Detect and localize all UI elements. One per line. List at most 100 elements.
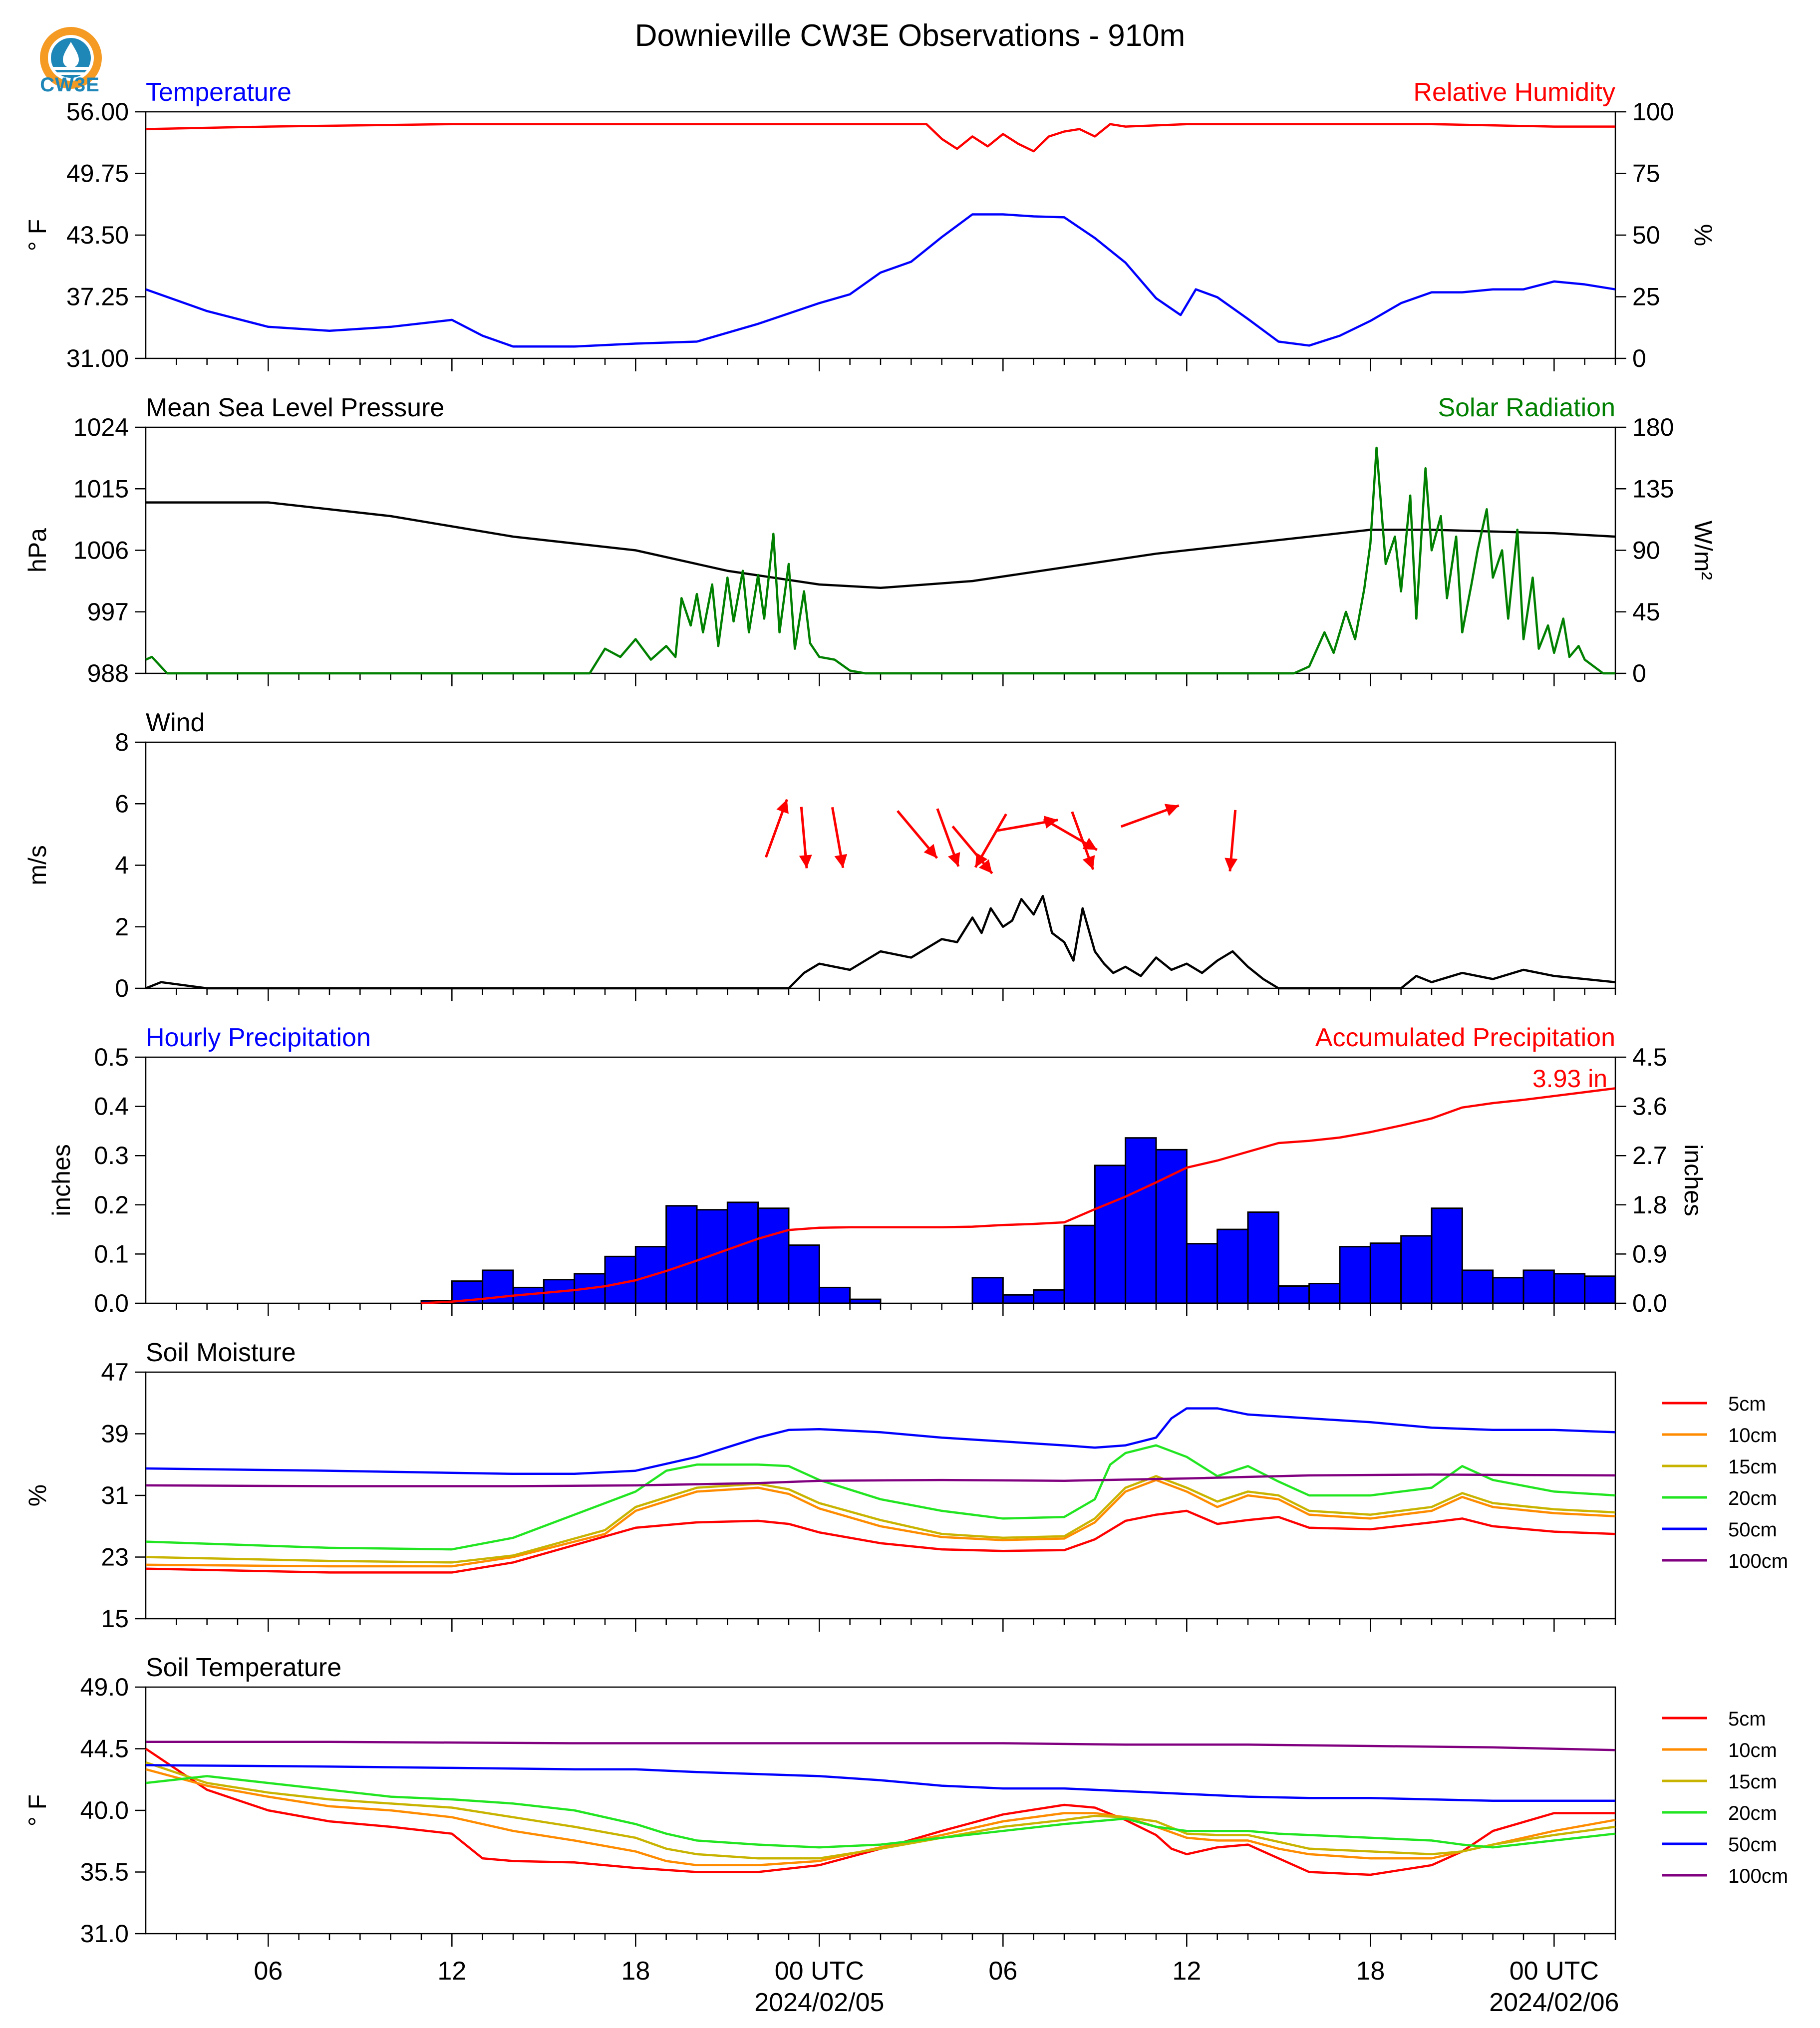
panel-5-legend-label: 100cm [1728, 1550, 1788, 1572]
panel-3-series-wind [145, 894, 1616, 990]
panel-5-series-20cm [145, 1444, 1616, 1551]
panel-4-bar [1308, 1283, 1341, 1304]
panel-4-bar [757, 1207, 790, 1304]
panel-4-y-tick-label-left: 0.3 [94, 1142, 129, 1169]
panel-4-y-tick-label-right: 0.0 [1632, 1289, 1667, 1317]
panel-4-bar [1033, 1289, 1065, 1304]
panel-2-ylabel-right: W/m² [1689, 521, 1717, 580]
panel-4-bar [1216, 1228, 1249, 1304]
panel-4-bar [1492, 1277, 1524, 1304]
panel-4-bar [1369, 1242, 1402, 1304]
panel-5-y-tick-label-left: 39 [101, 1420, 129, 1448]
panel-5-y-tick-label-left: 15 [101, 1605, 129, 1633]
x-tick-label: 12 [1172, 1957, 1201, 1986]
panel-4-bar [788, 1244, 820, 1304]
panel-1-ylabel-left: ° F [23, 219, 51, 251]
panel-2-y-tick-label-right: 90 [1632, 537, 1660, 565]
cw3e-logo-icon [40, 27, 102, 89]
panel-4-bar [604, 1255, 636, 1304]
panel-4-title-left: Hourly Precipitation [146, 1023, 371, 1052]
panel-6-series-20cm [145, 1775, 1616, 1849]
panel-1-y-tick-label-right: 50 [1632, 221, 1660, 249]
panel-4-bar [696, 1209, 728, 1304]
x-date-label: 2024/02/06 [1489, 1988, 1619, 2017]
panel-5-y-tick-label-left: 47 [101, 1358, 129, 1386]
figure-title: Downieville CW3E Observations - 910m [634, 18, 1186, 53]
panel-2-y-tick-label-left: 988 [87, 659, 129, 687]
panel-5-ylabel-left: % [23, 1484, 51, 1506]
panel-6-frame [145, 1686, 1616, 1935]
panel-3-wind-arrowhead [978, 859, 992, 873]
panel-4-y-tick-label-left: 0.1 [94, 1240, 129, 1268]
panel-2-y-tick-label-left: 1006 [73, 537, 129, 565]
panel-5-y-tick-label-left: 23 [101, 1543, 129, 1571]
panel-3-wind-arrowhead [799, 855, 812, 869]
panel-1-y-tick-label-left: 37.25 [66, 283, 129, 311]
panel-1-y-tick-label-left: 56.00 [66, 98, 129, 126]
panel-5-legend-label: 5cm [1728, 1393, 1766, 1415]
x-tick-label: 06 [254, 1957, 283, 1986]
panel-5-series-10cm [145, 1478, 1616, 1568]
panel-2-title-right: Solar Radiation [1438, 393, 1615, 422]
panel-4-bar [849, 1298, 882, 1304]
panel-5-legend-label: 10cm [1728, 1425, 1777, 1447]
panel-4-y-tick-label-right: 1.8 [1632, 1191, 1667, 1219]
panel-1-y-tick-label-left: 43.50 [66, 221, 129, 249]
panel-6-legend-label: 100cm [1728, 1865, 1788, 1887]
panel-3-wind-arrowhead [923, 844, 937, 859]
panel-3-y-tick-label-left: 6 [115, 790, 129, 818]
panel-1-series-temperature [145, 213, 1616, 348]
panel-4-ylabel-left: inches [47, 1144, 75, 1216]
panel-4-bar [1400, 1235, 1433, 1304]
panel-1-y-tick-label-left: 31.00 [66, 344, 129, 372]
panel-3-y-tick-label-left: 4 [115, 852, 129, 879]
panel-1-y-tick-label-right: 25 [1632, 283, 1660, 311]
panel-2-y-tick-label-right: 135 [1632, 475, 1674, 503]
panel-3-y-tick-label-left: 0 [115, 974, 129, 1002]
panel-5-title-left: Soil Moisture [146, 1338, 296, 1367]
panel-2-y-tick-label-left: 997 [87, 598, 129, 626]
panel-4-ylabel-right: inches [1679, 1144, 1707, 1216]
panel-4-bar [1553, 1273, 1586, 1304]
x-tick-label: 12 [437, 1957, 466, 1986]
panel-6-legend-label: 10cm [1728, 1739, 1777, 1761]
x-tick-label: 00 UTC [775, 1957, 864, 1986]
panel-6-title-left: Soil Temperature [146, 1653, 341, 1682]
panel-6-y-tick-label-left: 31.0 [80, 1920, 129, 1948]
panel-1-y-tick-label-right: 75 [1632, 160, 1660, 188]
panel-6-y-tick-label-left: 35.5 [80, 1858, 129, 1886]
panel-6-legend-label: 5cm [1728, 1708, 1766, 1730]
panel-2-title-left: Mean Sea Level Pressure [146, 393, 444, 422]
panel-2-y-tick-label-right: 180 [1632, 413, 1674, 441]
panel-6-series-5cm [145, 1747, 1615, 1876]
logo-text: CW3E [40, 74, 100, 96]
panel-1-ylabel-right: % [1689, 224, 1717, 246]
panel-4-y-tick-label-left: 0.2 [94, 1191, 129, 1219]
panel-4-bar [726, 1201, 759, 1304]
panel-1-y-tick-label-right: 100 [1632, 98, 1674, 126]
panel-6-series-100cm [146, 1740, 1616, 1751]
panel-2-y-tick-label-left: 1015 [73, 475, 129, 503]
panel-4-y-tick-label-right: 3.6 [1632, 1093, 1667, 1121]
x-tick-label: 06 [988, 1957, 1017, 1986]
panel-4-bar [1431, 1207, 1463, 1304]
panel-4-y-tick-label-right: 4.5 [1632, 1043, 1667, 1071]
panel-4-bar [1063, 1224, 1096, 1304]
panel-3-wind-arrowhead [1164, 804, 1179, 816]
panel-1-frame [145, 111, 1616, 359]
panel-1-y-tick-label-left: 49.75 [66, 160, 129, 188]
panel-4-bar [1277, 1285, 1310, 1304]
panel-4-bar [1584, 1275, 1616, 1304]
panel-6-series-15cm [145, 1761, 1616, 1860]
panel-2-series-solar-radiation [145, 446, 1615, 675]
panel-5-legend-label: 20cm [1728, 1487, 1777, 1509]
x-tick-label: 18 [1356, 1957, 1385, 1986]
panel-3-wind-arrowhead [975, 853, 988, 868]
panel-2-frame [145, 426, 1616, 674]
panel-6-legend-label: 20cm [1728, 1802, 1777, 1824]
panel-4-bar [1461, 1269, 1494, 1304]
panel-4-bar [1339, 1246, 1371, 1304]
panel-6-y-tick-label-left: 44.5 [80, 1735, 129, 1763]
